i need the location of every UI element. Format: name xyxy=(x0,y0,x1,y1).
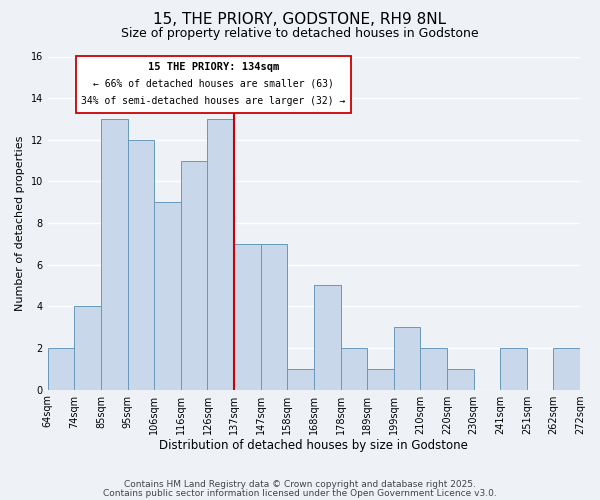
Text: 34% of semi-detached houses are larger (32) →: 34% of semi-detached houses are larger (… xyxy=(81,96,346,106)
Bar xyxy=(341,348,367,390)
Bar xyxy=(48,348,74,390)
Bar xyxy=(181,160,208,390)
Bar xyxy=(314,286,341,390)
Text: Contains HM Land Registry data © Crown copyright and database right 2025.: Contains HM Land Registry data © Crown c… xyxy=(124,480,476,489)
Bar xyxy=(421,348,447,390)
Bar xyxy=(76,56,351,112)
Bar xyxy=(394,327,421,390)
Bar xyxy=(447,369,473,390)
Bar xyxy=(234,244,260,390)
Bar xyxy=(287,369,314,390)
Text: Size of property relative to detached houses in Godstone: Size of property relative to detached ho… xyxy=(121,28,479,40)
Y-axis label: Number of detached properties: Number of detached properties xyxy=(15,136,25,310)
Bar xyxy=(128,140,154,390)
Bar xyxy=(154,202,181,390)
Text: ← 66% of detached houses are smaller (63): ← 66% of detached houses are smaller (63… xyxy=(93,78,334,88)
X-axis label: Distribution of detached houses by size in Godstone: Distribution of detached houses by size … xyxy=(160,440,469,452)
Text: 15 THE PRIORY: 134sqm: 15 THE PRIORY: 134sqm xyxy=(148,62,279,72)
Text: Contains public sector information licensed under the Open Government Licence v3: Contains public sector information licen… xyxy=(103,489,497,498)
Bar xyxy=(74,306,101,390)
Bar xyxy=(500,348,527,390)
Bar xyxy=(260,244,287,390)
Bar xyxy=(208,119,234,390)
Bar xyxy=(101,119,128,390)
Bar xyxy=(553,348,580,390)
Bar xyxy=(367,369,394,390)
Text: 15, THE PRIORY, GODSTONE, RH9 8NL: 15, THE PRIORY, GODSTONE, RH9 8NL xyxy=(154,12,446,28)
